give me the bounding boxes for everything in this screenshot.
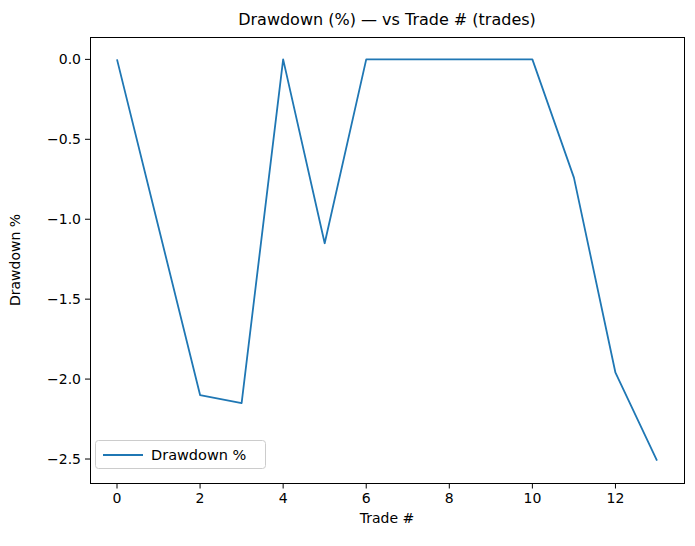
x-tick-label: 2 — [196, 490, 205, 506]
legend: Drawdown % — [96, 441, 266, 469]
y-tick-label: −1.0 — [47, 211, 81, 227]
x-tick-label: 0 — [113, 490, 122, 506]
x-axis-label: Trade # — [359, 510, 415, 526]
x-tick-label: 6 — [362, 490, 371, 506]
y-axis-label: Drawdown % — [7, 214, 23, 306]
x-tick-label: 4 — [279, 490, 288, 506]
y-tick-label: −2.5 — [47, 451, 81, 467]
drawdown-line — [117, 59, 657, 460]
y-tick-label: −0.5 — [47, 131, 81, 147]
x-tick-label: 12 — [607, 490, 625, 506]
x-tick-label: 10 — [523, 490, 541, 506]
line-chart: Drawdown (%) — vs Trade # (trades) Drawd… — [0, 0, 695, 546]
y-tick-label: 0.0 — [59, 51, 81, 67]
y-tick-label: −2.0 — [47, 371, 81, 387]
y-tick-label: −1.5 — [47, 291, 81, 307]
chart-title: Drawdown (%) — vs Trade # (trades) — [238, 10, 536, 29]
plot-area — [91, 38, 685, 484]
plot-area-group: 0 2 4 6 8 10 12 0.0 −0.5 −1.0 −1.5 −2.0 −2.5 — [47, 38, 685, 507]
figure: Drawdown (%) — vs Trade # (trades) Drawd… — [0, 0, 695, 546]
legend-label: Drawdown % — [151, 447, 246, 463]
x-tick-label: 8 — [445, 490, 454, 506]
